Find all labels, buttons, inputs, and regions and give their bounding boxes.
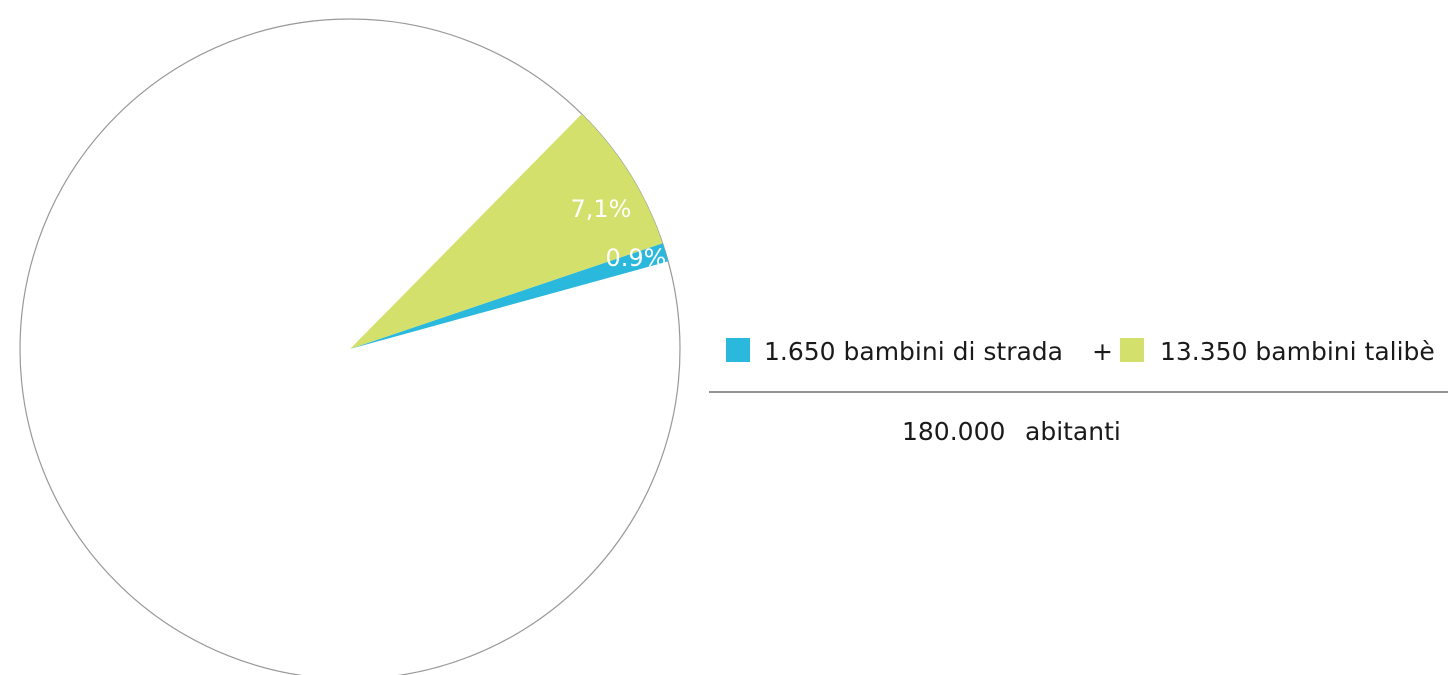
- denominator-value: 180.000: [902, 417, 1005, 446]
- legend-label-street-children: 1.650 bambini di strada: [764, 337, 1063, 366]
- pie-slice-talibe-children: [350, 114, 663, 349]
- pie-slice-street-children: [350, 243, 669, 349]
- slice-label-street: 0.9%: [606, 244, 667, 272]
- legend-label-talibe-children: 13.350 bambini talibè: [1160, 337, 1435, 366]
- legend-swatch-street-children: [726, 338, 750, 362]
- denominator-label: abitanti: [1025, 417, 1121, 446]
- legend-plus-sign: +: [1092, 337, 1113, 366]
- slice-label-talibe: 7,1%: [571, 195, 632, 223]
- legend-swatch-talibe-children: [1120, 338, 1144, 362]
